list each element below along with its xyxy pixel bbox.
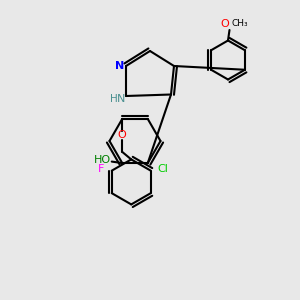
Text: F: F [98,164,104,174]
Text: Cl: Cl [157,164,168,174]
Text: CH₃: CH₃ [232,20,248,28]
Text: O: O [220,19,230,29]
Text: H: H [110,94,117,104]
Text: N: N [116,61,124,71]
Text: O: O [118,130,127,140]
Text: N: N [117,94,126,104]
Text: HO: HO [94,155,111,165]
